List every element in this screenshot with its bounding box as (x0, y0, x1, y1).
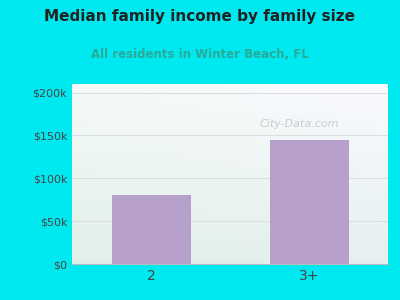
Text: All residents in Winter Beach, FL: All residents in Winter Beach, FL (91, 48, 309, 61)
Bar (112, 195, 190, 264)
Text: City-Data.com: City-Data.com (260, 118, 339, 129)
Text: Median family income by family size: Median family income by family size (44, 9, 356, 24)
Bar (270, 140, 348, 264)
